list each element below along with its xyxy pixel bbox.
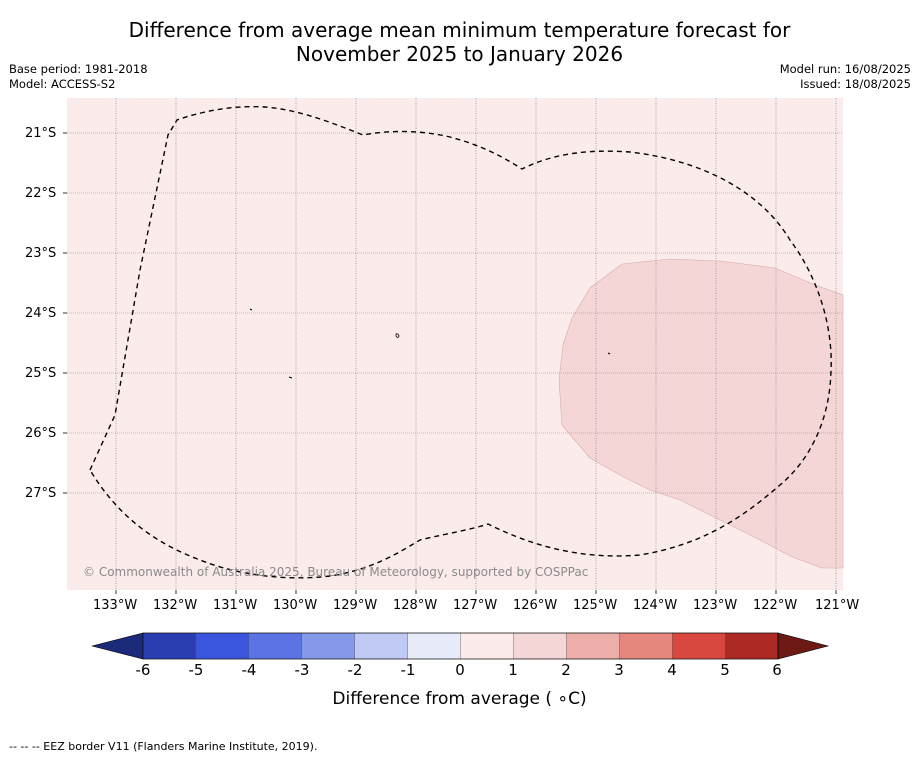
island-marker [395, 333, 400, 338]
island-marker [607, 352, 611, 355]
eez-border [89, 105, 832, 579]
warm-anomaly-area [558, 258, 844, 569]
lon-label-128w: 128°W [393, 598, 438, 613]
colorbar-tick: 2 [561, 661, 571, 679]
colorbar-segment [513, 632, 568, 660]
lon-label-130w: 130°W [273, 598, 318, 613]
colorbar-tick: -6 [135, 661, 151, 679]
lat-label-26s: 26°S [25, 426, 57, 441]
lon-label-127w: 127°W [453, 598, 498, 613]
lat-label-27s: 27°S [25, 486, 57, 501]
colorbar-segment [724, 632, 779, 660]
colorbar-segment [460, 632, 515, 660]
model-run: Model run: 16/08/2025 [779, 62, 911, 76]
colorbar-segment [301, 632, 356, 660]
colorbar-tick: 3 [614, 661, 624, 679]
colorbar-label: Difference from average ( ∘C) [332, 689, 587, 709]
model-name: Model: ACCESS-S2 [9, 77, 116, 91]
colorbar-segment [566, 632, 620, 660]
colorbar-tick: -5 [188, 661, 204, 679]
colorbar-tick: -1 [400, 661, 416, 679]
lon-label-131w: 131°W [213, 598, 258, 613]
colorbar-tick: 4 [667, 661, 677, 679]
colorbar [91, 632, 830, 660]
lon-label-123w: 123°W [693, 598, 738, 613]
meta-left: Base period: 1981-2018 Model: ACCESS-S2 [9, 62, 148, 92]
colorbar-extend-high [777, 632, 830, 660]
copyright-notice: © Commonwealth of Australia 2025, Bureau… [83, 565, 589, 579]
colorbar-segment [142, 632, 197, 660]
lat-label-21s: 21°S [25, 126, 57, 141]
lon-label-124w: 124°W [633, 598, 678, 613]
latitude-ticks [63, 132, 67, 494]
lat-label-24s: 24°S [25, 306, 57, 321]
island-marker [249, 308, 253, 311]
latitude-gridlines [67, 132, 843, 494]
lon-label-121w: 121°W [815, 598, 860, 613]
issued-date: Issued: 18/08/2025 [800, 77, 911, 91]
base-period: Base period: 1981-2018 [9, 62, 148, 76]
lon-label-122w: 122°W [753, 598, 798, 613]
footnote: -- -- -- EEZ border V11 (Flanders Marine… [9, 740, 318, 753]
longitude-ticks [115, 590, 837, 594]
colorbar-segment [248, 632, 303, 660]
colorbar-tick: -4 [241, 661, 257, 679]
colorbar-extend-low [91, 632, 144, 660]
colorbar-outline [142, 632, 779, 660]
colorbar-tick: -2 [347, 661, 363, 679]
island-marker [288, 376, 293, 379]
meta-right: Model run: 16/08/2025 Issued: 18/08/2025 [780, 62, 911, 92]
colorbar-tick: 5 [720, 661, 730, 679]
colorbar-segment [195, 632, 250, 660]
colorbar-segment [354, 632, 409, 660]
lat-label-25s: 25°S [25, 366, 57, 381]
lat-label-22s: 22°S [25, 186, 57, 201]
colorbar-tick: -3 [294, 661, 310, 679]
colorbar-tick: 0 [455, 661, 465, 679]
colorbar-tick: 6 [772, 661, 782, 679]
lon-label-133w: 133°W [93, 598, 138, 613]
title-line-1: Difference from average mean minimum tem… [128, 18, 791, 42]
lon-label-125w: 125°W [573, 598, 618, 613]
colorbar-segment [619, 632, 673, 660]
lon-label-132w: 132°W [153, 598, 198, 613]
longitude-gridlines [115, 98, 837, 590]
lat-label-23s: 23°S [25, 246, 57, 261]
lon-label-126w: 126°W [513, 598, 558, 613]
colorbar-tick: 1 [508, 661, 518, 679]
colorbar-segment [407, 632, 462, 660]
lon-label-129w: 129°W [333, 598, 378, 613]
title-line-2: November 2025 to January 2026 [295, 42, 624, 66]
colorbar-segment [672, 632, 726, 660]
chart-title: Difference from average mean minimum tem… [0, 18, 919, 66]
